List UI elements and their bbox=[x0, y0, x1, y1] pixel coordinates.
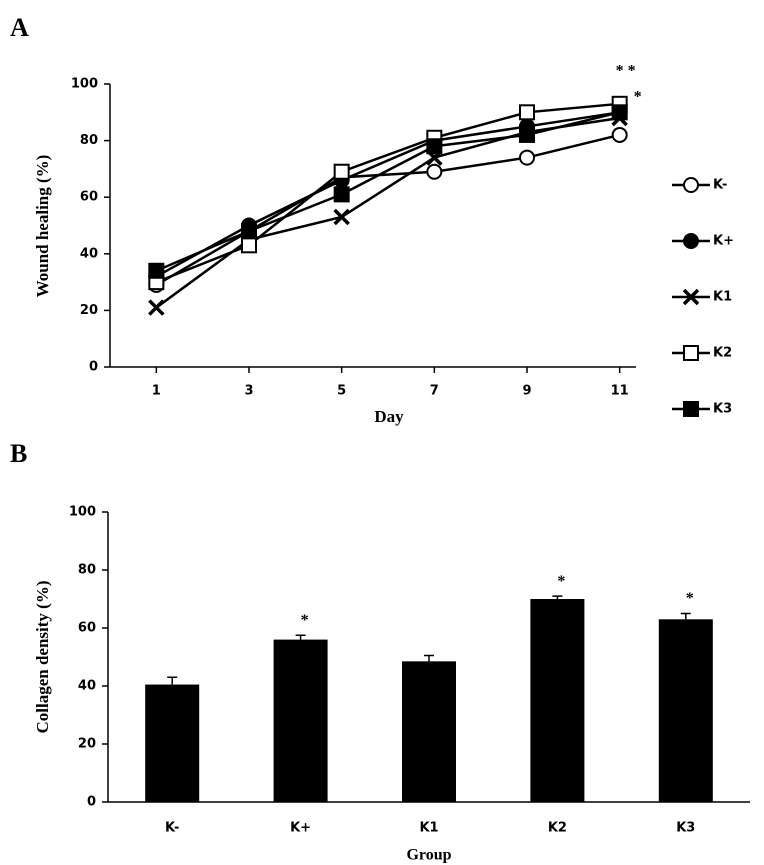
x-tick-label: 3 bbox=[244, 384, 253, 399]
legend-label: K+ bbox=[713, 234, 734, 249]
annotation: * bbox=[301, 612, 309, 629]
data-point bbox=[520, 105, 534, 119]
error-bar bbox=[681, 614, 691, 620]
x-tick-label: K- bbox=[165, 821, 179, 836]
data-point bbox=[427, 139, 441, 153]
legend-label: K2 bbox=[713, 346, 732, 361]
legend-label: K1 bbox=[713, 290, 732, 305]
error-bar bbox=[424, 656, 434, 662]
x-tick-label: K2 bbox=[548, 821, 567, 836]
x-tick-label: K1 bbox=[419, 821, 438, 836]
error-bar bbox=[296, 635, 306, 639]
legend-marker bbox=[684, 346, 698, 360]
data-point bbox=[613, 128, 627, 142]
y-tick-label: 0 bbox=[89, 360, 98, 375]
data-point bbox=[149, 301, 163, 315]
x-tick-label: 11 bbox=[611, 384, 629, 399]
y-tick-label: 60 bbox=[78, 621, 96, 636]
x-tick-label: K3 bbox=[676, 821, 695, 836]
bar bbox=[145, 685, 199, 802]
legend-marker bbox=[684, 402, 698, 416]
x-tick-label: 5 bbox=[337, 384, 346, 399]
y-tick-label: 80 bbox=[78, 563, 96, 578]
data-point bbox=[149, 264, 163, 278]
x-tick-label: K+ bbox=[290, 821, 311, 836]
series-line bbox=[156, 135, 619, 285]
series-line bbox=[156, 112, 619, 276]
data-point bbox=[335, 165, 349, 179]
x-axis-title: Group bbox=[406, 847, 451, 864]
legend-label: K3 bbox=[713, 402, 732, 417]
y-tick-label: 40 bbox=[78, 679, 96, 694]
annotation: * bbox=[557, 573, 565, 590]
x-tick-label: 7 bbox=[430, 384, 439, 399]
annotation: * * bbox=[616, 63, 636, 80]
y-tick-label: 0 bbox=[87, 795, 96, 810]
annotation: * bbox=[634, 89, 642, 106]
y-tick-label: 80 bbox=[80, 133, 98, 148]
x-tick-label: 9 bbox=[522, 384, 531, 399]
bar bbox=[402, 661, 456, 802]
legend-marker bbox=[684, 178, 698, 192]
data-point bbox=[242, 238, 256, 252]
series-line bbox=[156, 118, 619, 308]
legend-label: K- bbox=[713, 178, 727, 193]
bar bbox=[274, 640, 328, 802]
error-bar bbox=[552, 596, 562, 599]
figure: A B Day Wound healing (%) Group Collagen… bbox=[0, 0, 764, 865]
data-point bbox=[427, 165, 441, 179]
data-point bbox=[520, 128, 534, 142]
y-tick-label: 20 bbox=[78, 737, 96, 752]
data-point bbox=[613, 105, 627, 119]
data-point bbox=[242, 224, 256, 238]
x-tick-label: 1 bbox=[152, 384, 161, 399]
error-bar bbox=[167, 677, 177, 684]
y-axis-title: Collagen density (%) bbox=[33, 581, 52, 734]
bar bbox=[530, 599, 584, 802]
y-tick-label: 40 bbox=[80, 246, 98, 261]
y-tick-label: 100 bbox=[71, 77, 98, 92]
x-axis-title: Day bbox=[374, 407, 404, 426]
panel-title: A bbox=[10, 13, 29, 42]
panel-title: B bbox=[10, 439, 27, 468]
series-line bbox=[156, 112, 619, 270]
data-point bbox=[335, 187, 349, 201]
y-tick-label: 100 bbox=[69, 505, 96, 520]
y-axis-title: Wound healing (%) bbox=[33, 155, 52, 298]
data-point bbox=[520, 151, 534, 165]
y-tick-label: 60 bbox=[80, 190, 98, 205]
bar bbox=[659, 619, 713, 802]
legend-marker bbox=[684, 234, 698, 248]
annotation: * bbox=[686, 590, 694, 607]
y-tick-label: 20 bbox=[80, 303, 98, 318]
